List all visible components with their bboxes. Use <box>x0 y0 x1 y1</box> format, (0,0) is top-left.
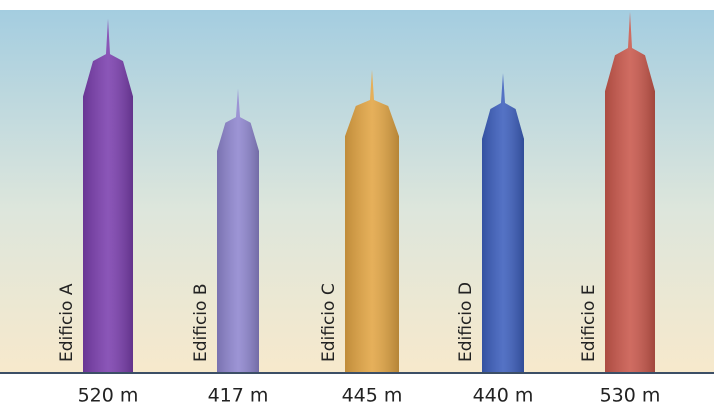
value-label: 445 m <box>342 385 403 407</box>
value-label: 440 m <box>473 385 534 407</box>
building-name: Edificio E <box>579 284 599 362</box>
value-label: 520 m <box>78 385 139 407</box>
building-shade <box>605 12 655 372</box>
value-label: 417 m <box>208 385 269 407</box>
building-name: Edificio B <box>191 283 211 362</box>
building-shade <box>217 88 259 373</box>
building-shade <box>482 73 524 372</box>
building-shade <box>83 18 133 373</box>
building-name: Edificio A <box>57 283 77 362</box>
building-name: Edificio C <box>319 283 339 362</box>
buildings <box>83 12 655 373</box>
value-label: 530 m <box>600 385 661 407</box>
building-name: Edificio D <box>456 282 476 362</box>
building-shade <box>345 69 399 373</box>
